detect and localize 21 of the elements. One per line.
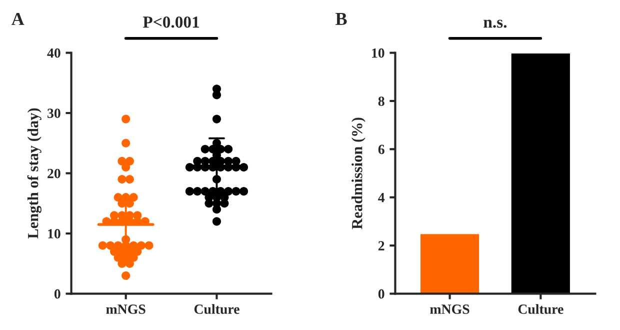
y-tick-label: 10 — [48, 229, 60, 238]
y-tick-label: 20 — [48, 168, 60, 178]
y-tick-label: 0 — [54, 289, 60, 299]
y-tick-label: 40 — [47, 48, 60, 58]
y-tick-label: 30 — [48, 108, 60, 118]
y-axis-title: Length of stay (day) — [27, 108, 42, 239]
x-tick-label: mNGS — [430, 304, 470, 314]
chart-title: A — [11, 12, 24, 25]
text: n.s. — [484, 20, 507, 28]
chart-title: B — [336, 13, 347, 25]
y-axis-title: Readmission (%) — [352, 118, 366, 230]
y-tick-label: 0 — [378, 289, 384, 299]
text: P<0.001 — [142, 16, 200, 28]
x-tick-label: Culture — [194, 304, 240, 314]
y-tick-label: 4 — [378, 193, 385, 202]
y-tick-label: 10 — [372, 48, 384, 58]
x-tick-label: mNGS — [106, 304, 146, 314]
y-tick-label: 6 — [378, 144, 384, 154]
y-tick-label: 2 — [378, 241, 384, 250]
x-tick-label: Culture — [518, 304, 564, 314]
y-tick-label: 8 — [378, 96, 384, 106]
